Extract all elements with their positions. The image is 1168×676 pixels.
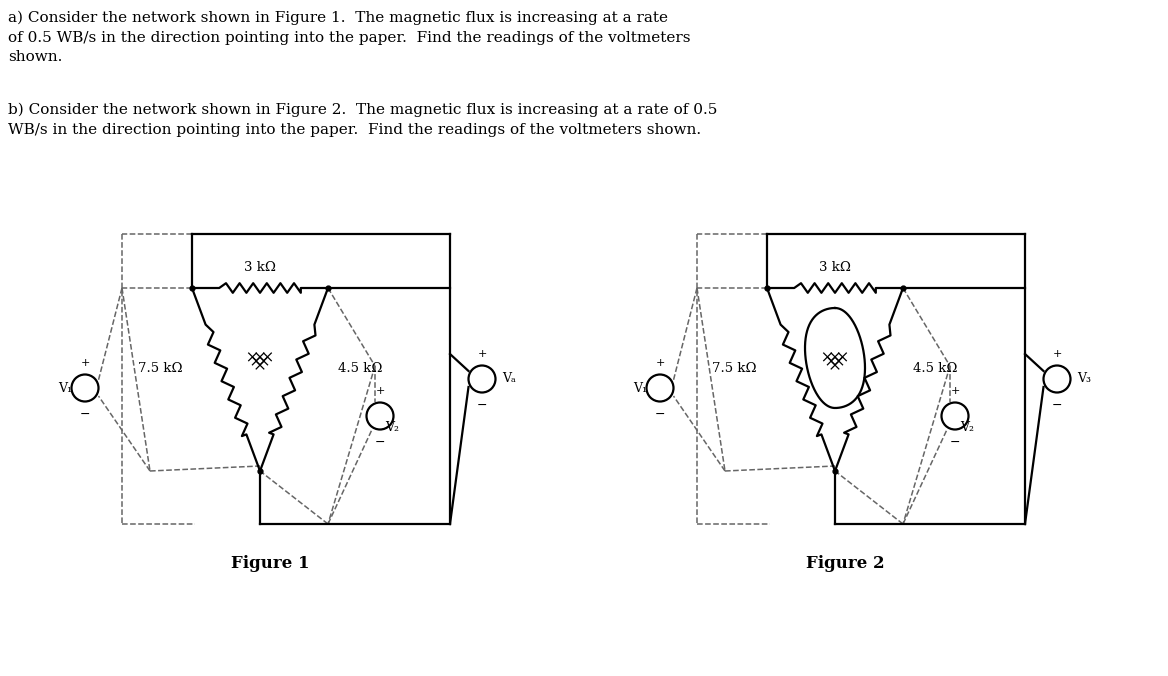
Text: V₁: V₁ (633, 381, 647, 395)
Text: V₃: V₃ (1077, 372, 1091, 385)
Text: Figure 1: Figure 1 (231, 556, 310, 573)
Text: +: + (655, 358, 665, 368)
Text: Vₐ: Vₐ (502, 372, 516, 385)
Text: −: − (79, 408, 90, 421)
Text: +: + (478, 349, 487, 359)
Text: Figure 2: Figure 2 (806, 556, 884, 573)
Text: 7.5 kΩ: 7.5 kΩ (138, 362, 182, 375)
Text: −: − (1051, 399, 1062, 412)
Text: +: + (1052, 349, 1062, 359)
Text: −: − (655, 408, 666, 421)
Text: −: − (477, 399, 487, 412)
Text: V₂: V₂ (960, 421, 974, 434)
Text: a) Consider the network shown in Figure 1.  The magnetic flux is increasing at a: a) Consider the network shown in Figure … (8, 11, 690, 64)
Text: 3 kΩ: 3 kΩ (244, 261, 276, 274)
Text: b) Consider the network shown in Figure 2.  The magnetic flux is increasing at a: b) Consider the network shown in Figure … (8, 103, 717, 137)
Text: 4.5 kΩ: 4.5 kΩ (338, 362, 382, 375)
Text: 7.5 kΩ: 7.5 kΩ (712, 362, 757, 375)
Text: +: + (81, 358, 90, 368)
Text: +: + (375, 386, 384, 396)
Text: +: + (951, 386, 960, 396)
Text: 4.5 kΩ: 4.5 kΩ (913, 362, 958, 375)
Text: −: − (950, 436, 960, 449)
Text: −: − (375, 436, 385, 449)
Text: V₂: V₂ (385, 421, 399, 434)
Text: V₁: V₁ (58, 381, 72, 395)
Text: 3 kΩ: 3 kΩ (819, 261, 851, 274)
